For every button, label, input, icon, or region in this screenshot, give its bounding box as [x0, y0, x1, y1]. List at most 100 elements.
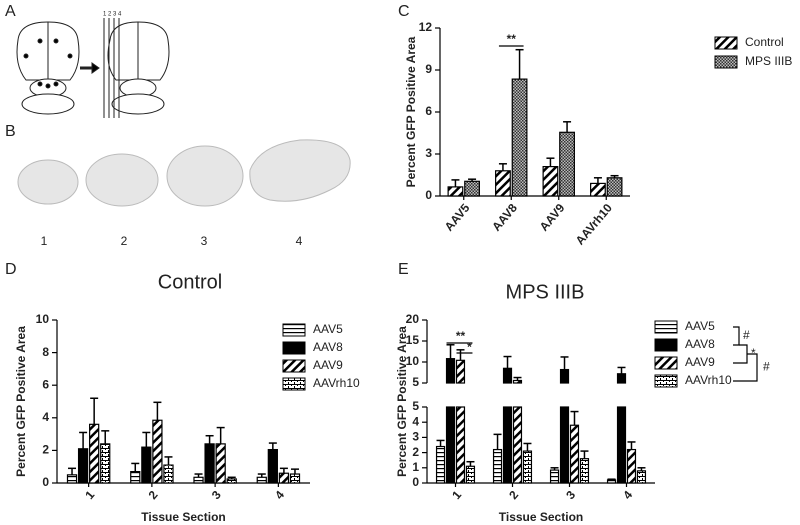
chart-title: Control [158, 271, 222, 293]
y-tick-label: 6 [425, 104, 432, 118]
bar [100, 443, 111, 484]
bar [289, 473, 301, 484]
bar [559, 368, 570, 384]
annotation: * [751, 346, 756, 360]
legend-swatch [654, 338, 678, 352]
panel-letter: A [5, 3, 16, 20]
legend-swatch [714, 55, 738, 69]
panel-letter: D [5, 261, 17, 278]
section-line-label: 3 [113, 12, 117, 18]
bar [256, 476, 267, 484]
y-tick-label: 5 [412, 375, 419, 389]
bar [447, 186, 464, 197]
bar [215, 443, 226, 484]
legend-label: MPS IIIB [745, 54, 792, 68]
legend-label: AAV8 [313, 340, 343, 354]
bar [636, 470, 647, 484]
y-tick-label: 4 [42, 410, 49, 424]
x-tick-label: 4 [272, 488, 287, 502]
section-line-label: 2 [108, 12, 112, 18]
legend-label: AAV5 [313, 322, 343, 336]
legend-label: AAV5 [685, 319, 715, 333]
panel-letter: B [5, 123, 16, 140]
bar [89, 423, 100, 484]
bar [569, 424, 580, 484]
y-axis-label: Percent GFP Positive Area [395, 326, 409, 477]
legend-label: AAV8 [685, 337, 715, 351]
bar [267, 448, 278, 484]
bar [152, 419, 163, 484]
bar [512, 406, 523, 484]
legend-bracket [733, 353, 758, 382]
y-tick-label: 6 [42, 377, 49, 391]
annotation: * [467, 340, 472, 354]
bar [455, 406, 466, 484]
y-tick-label: 10 [406, 354, 420, 368]
y-tick-label: 3 [412, 430, 419, 444]
legend-swatch [654, 356, 678, 370]
section-label: 2 [121, 234, 128, 248]
bar [130, 470, 141, 484]
bar [590, 182, 606, 197]
bar [226, 478, 237, 484]
y-tick-label: 9 [425, 62, 432, 76]
bar [606, 479, 617, 484]
bar [549, 469, 560, 484]
x-tick-label: AAV5 [442, 201, 473, 234]
y-tick-label: 5 [412, 399, 419, 413]
x-axis-label: Tissue Section [141, 510, 225, 524]
y-tick-label: 10 [36, 312, 50, 326]
annotation: # [763, 360, 770, 374]
legend-swatch [654, 320, 678, 334]
bar [511, 78, 528, 197]
legend-swatch [282, 341, 306, 355]
bar [559, 131, 575, 197]
bar [193, 476, 204, 484]
bar [626, 448, 637, 484]
brain-diagram [16, 18, 170, 118]
bar [141, 446, 152, 484]
y-tick-label: 3 [425, 146, 432, 160]
x-tick-label: 1 [82, 488, 97, 502]
legend-swatch [282, 323, 306, 337]
annotation: ** [507, 32, 517, 46]
legend-bracket [733, 326, 740, 346]
y-tick-label: 15 [406, 333, 420, 347]
legend-label: AAV9 [313, 358, 343, 372]
bar [606, 177, 623, 197]
annotation: ** [456, 329, 466, 343]
bar [465, 465, 476, 484]
y-tick-label: 0 [42, 475, 49, 489]
section-line-label: 4 [118, 12, 122, 18]
y-tick-label: 0 [425, 188, 432, 202]
panel-letter: E [398, 261, 409, 278]
legend-swatch [714, 36, 738, 50]
bar [616, 406, 627, 484]
bar [435, 445, 446, 484]
legend-swatch [654, 374, 678, 388]
section-label: 4 [296, 234, 303, 248]
legend-swatch [282, 377, 306, 391]
bar [542, 166, 559, 197]
x-tick-label: AAV8 [489, 201, 520, 234]
bar [163, 464, 174, 484]
y-tick-label: 12 [419, 20, 433, 34]
y-axis-label: Percent GFP Positive Area [404, 36, 418, 187]
x-tick-label: 3 [209, 488, 224, 502]
bar [455, 359, 466, 384]
x-tick-label: 2 [146, 488, 161, 502]
legend-label: Control [745, 35, 784, 49]
panel-letter: C [398, 3, 410, 20]
x-axis-label: Tissue Section [499, 510, 583, 524]
y-tick-label: 1 [412, 460, 419, 474]
bar [66, 474, 78, 484]
bar [464, 180, 480, 197]
bar [204, 443, 215, 484]
x-tick-label: 3 [563, 488, 578, 502]
bar [579, 458, 590, 484]
y-axis-label: Percent GFP Positive Area [14, 326, 28, 477]
bar [616, 373, 627, 384]
bar [502, 367, 513, 384]
